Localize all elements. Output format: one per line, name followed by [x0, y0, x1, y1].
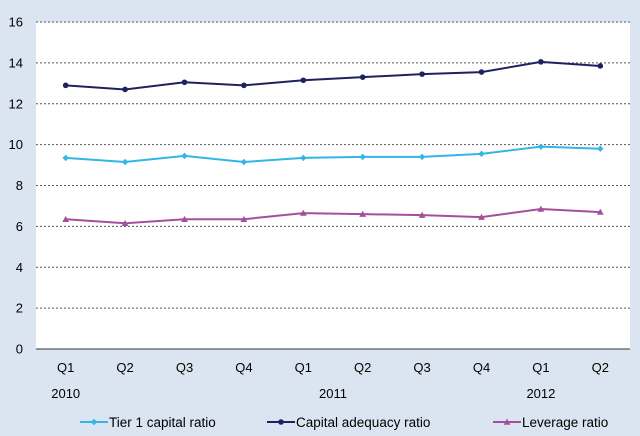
series-line: [65, 207, 601, 225]
data-point: [597, 63, 604, 69]
data-point: [241, 82, 247, 89]
data-point: [300, 77, 307, 84]
data-point: [299, 209, 307, 216]
data-point: [62, 215, 70, 222]
x-tick-label: Q1: [532, 360, 549, 375]
data-point: [418, 211, 426, 218]
data-point: [359, 210, 367, 217]
legend-label: Capital adequacy ratio: [296, 415, 430, 430]
y-tick-label: 12: [9, 96, 23, 111]
y-tick-label: 8: [16, 178, 23, 193]
legend-item: Tier 1 capital ratio: [80, 415, 216, 430]
x-year-label: 2011: [319, 386, 347, 401]
data-point: [478, 213, 485, 220]
y-tick-label: 0: [16, 342, 23, 357]
data-point: [62, 154, 69, 162]
data-point: [538, 59, 544, 65]
y-axis-tick-labels: 0 2 4 6 8 10 12 14 16: [9, 15, 23, 357]
x-tick-label: Q1: [295, 360, 312, 375]
x-tick-label: Q1: [57, 360, 74, 375]
data-point: [240, 158, 248, 166]
y-tick-label: 4: [16, 260, 23, 275]
x-tick-label: Q2: [592, 360, 609, 375]
data-point: [181, 79, 188, 86]
data-point: [419, 71, 425, 77]
legend-label: Tier 1 capital ratio: [109, 415, 216, 430]
data-point: [181, 215, 188, 222]
data-point: [121, 219, 129, 227]
data-point: [597, 145, 604, 152]
series-capital-adequacy-ratio: [62, 59, 604, 93]
series-leverage-ratio: [62, 205, 604, 227]
series-lines: [62, 59, 604, 227]
legend-marker: [278, 419, 284, 425]
legend-marker: [90, 418, 98, 426]
data-point: [121, 158, 129, 166]
data-point: [478, 69, 485, 75]
x-tick-label: Q2: [116, 360, 133, 375]
legend: Tier 1 capital ratio Capital adequacy rat…: [80, 415, 608, 430]
data-point: [537, 205, 545, 212]
data-point: [596, 208, 604, 215]
data-point: [62, 82, 69, 89]
data-point: [240, 215, 248, 222]
data-point: [478, 150, 485, 158]
y-tick-label: 10: [9, 137, 23, 152]
data-point: [122, 86, 128, 93]
legend-marker: [503, 418, 511, 425]
x-tick-label: Q2: [354, 360, 371, 375]
legend-item: Capital adequacy ratio: [267, 415, 430, 430]
x-tick-label: Q4: [235, 360, 252, 375]
data-point: [418, 153, 426, 161]
x-year-label: 2012: [526, 386, 555, 401]
gridlines: [36, 21, 630, 350]
x-tick-label: Q4: [473, 360, 490, 375]
legend-item: Leverage ratio: [493, 415, 608, 430]
legend-label: Leverage ratio: [522, 415, 608, 430]
x-tick-label: Q3: [413, 360, 430, 375]
data-point: [181, 152, 188, 160]
data-point: [300, 154, 307, 162]
series-line: [65, 60, 601, 91]
series-tier-1-capital-ratio: [62, 143, 604, 166]
data-point: [537, 143, 545, 150]
y-tick-label: 6: [16, 219, 23, 234]
x-year-label: 2010: [51, 386, 80, 401]
y-tick-label: 2: [16, 301, 23, 316]
x-tick-label: Q3: [176, 360, 193, 375]
y-tick-label: 16: [9, 15, 23, 30]
y-tick-label: 14: [9, 55, 23, 70]
data-point: [359, 74, 366, 80]
series-line: [65, 145, 601, 164]
x-axis-tick-labels: Q1 Q2 Q3 Q4 Q1 Q2 Q3 Q4 Q1 Q2 2010 2011 2012: [51, 360, 609, 401]
data-point: [359, 153, 366, 161]
